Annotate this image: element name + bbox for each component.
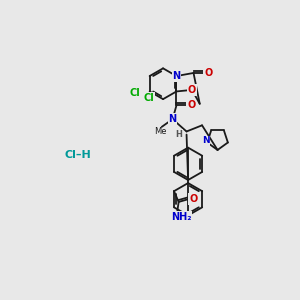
Text: Me: Me xyxy=(154,127,167,136)
Text: NH₂: NH₂ xyxy=(171,212,191,222)
Text: O: O xyxy=(204,68,212,78)
Text: N: N xyxy=(169,114,177,124)
Text: O: O xyxy=(189,194,197,204)
Text: O: O xyxy=(188,85,196,95)
Text: Cl: Cl xyxy=(130,88,140,98)
Text: H: H xyxy=(176,130,182,139)
Text: O: O xyxy=(187,100,195,110)
Text: N: N xyxy=(202,136,209,146)
Text: Cl–H: Cl–H xyxy=(64,150,91,160)
Text: Cl: Cl xyxy=(143,93,154,103)
Text: N: N xyxy=(172,71,181,81)
